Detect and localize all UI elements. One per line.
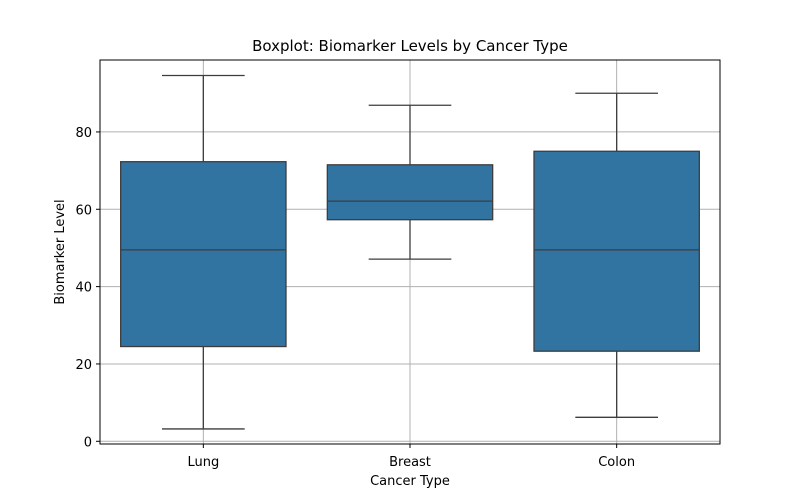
box-colon xyxy=(533,92,700,418)
box-group xyxy=(120,74,700,430)
y-axis-label: Biomarker Level xyxy=(53,199,68,304)
x-tick-label: Breast xyxy=(389,455,431,470)
x-axis-label: Cancer Type xyxy=(370,474,450,489)
y-tick-label: 80 xyxy=(75,126,92,141)
iqr-box xyxy=(326,164,494,221)
box-breast xyxy=(326,104,494,260)
x-axis-ticks: Lung Breast Colon xyxy=(187,444,635,470)
y-tick-label: 20 xyxy=(75,358,92,373)
x-tick-label: Lung xyxy=(187,455,219,470)
y-tick-label: 60 xyxy=(75,203,92,218)
y-tick-label: 0 xyxy=(84,435,92,450)
y-tick-label: 40 xyxy=(75,281,92,296)
y-axis-ticks: 0 20 40 60 80 xyxy=(75,126,100,450)
iqr-box xyxy=(533,150,700,352)
iqr-box xyxy=(120,161,287,348)
x-tick-label: Colon xyxy=(598,455,635,470)
box-lung xyxy=(120,74,287,430)
chart-title: Boxplot: Biomarker Levels by Cancer Type xyxy=(252,37,568,55)
